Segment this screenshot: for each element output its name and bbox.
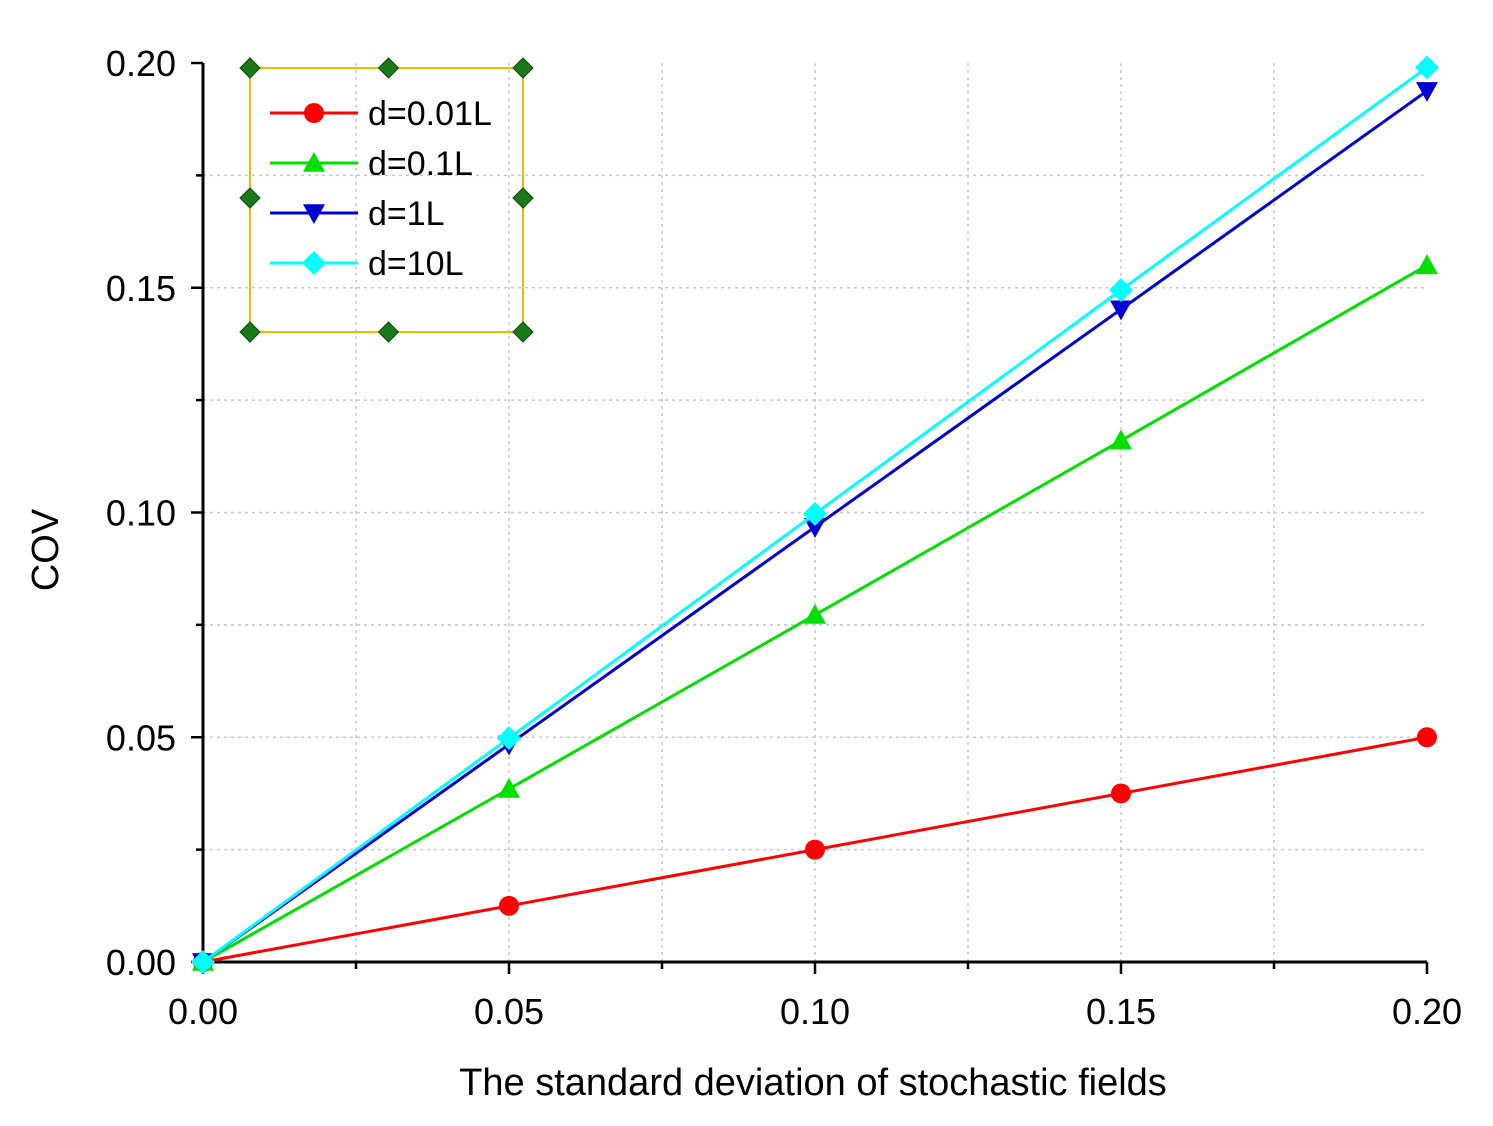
legend-marker <box>304 103 324 123</box>
legend-label: d=0.01L <box>368 95 492 133</box>
y-axis-title: COV <box>25 508 67 591</box>
data-point-d=0.1L <box>804 603 826 624</box>
legend-label: d=0.1L <box>368 145 473 183</box>
y-tick-label: 0.00 <box>106 942 176 983</box>
legend: d=0.01L d=0.1L d=1L d=10L <box>239 57 534 343</box>
y-tick-label: 0.20 <box>106 43 176 84</box>
series-d=0.1L <box>192 254 1438 971</box>
data-point-d=1L <box>1416 82 1438 102</box>
x-tick-label: 0.10 <box>780 991 850 1032</box>
legend-label: d=1L <box>368 195 445 233</box>
data-point-d=0.01L <box>805 839 825 860</box>
legend-entry-d=0.1L: d=0.1L <box>270 145 473 183</box>
legend-marker <box>302 251 326 275</box>
legend-entry-d=0.01L: d=0.01L <box>270 95 492 133</box>
y-tick-label: 0.10 <box>106 493 176 534</box>
series-group <box>191 55 1439 974</box>
y-tick-label: 0.15 <box>106 268 176 309</box>
data-point-d=10L <box>1415 55 1439 80</box>
legend-marker <box>303 204 325 224</box>
legend-handle <box>239 321 261 343</box>
x-tick-label: 0.05 <box>474 991 544 1032</box>
data-point-d=0.01L <box>499 895 519 916</box>
legend-handle <box>239 187 261 209</box>
legend-entry-d=10L: d=10L <box>270 245 464 283</box>
data-point-d=0.01L <box>1417 727 1437 748</box>
legend-handle <box>512 57 534 79</box>
legend-handle <box>377 321 400 343</box>
legend-label: d=10L <box>368 245 464 283</box>
data-point-d=10L <box>497 726 521 751</box>
series-d=10L <box>191 55 1439 974</box>
data-point-d=1L <box>804 518 826 538</box>
data-point-d=10L <box>803 501 827 526</box>
data-point-d=10L <box>191 950 215 974</box>
tick-labels: 0.00 0.05 0.10 0.15 0.20 0.00 0.05 0.10 0.15 0.20 <box>106 43 1462 1032</box>
legend-handle <box>377 57 400 79</box>
data-point-d=0.1L <box>1110 429 1132 450</box>
data-point-d=1L <box>1110 300 1132 321</box>
legend-entry-d=1L: d=1L <box>270 195 445 233</box>
legend-handle <box>512 321 534 343</box>
x-tick-label: 0.15 <box>1086 991 1156 1032</box>
legend-handle <box>239 57 261 79</box>
data-point-d=0.1L <box>498 777 520 798</box>
legend-marker <box>303 152 325 172</box>
y-tick-label: 0.05 <box>106 717 176 758</box>
x-axis-title: The standard deviation of stochastic fie… <box>459 1062 1167 1104</box>
x-tick-label: 0.20 <box>1392 991 1462 1032</box>
x-tick-label: 0.00 <box>168 991 238 1032</box>
data-point-d=0.1L <box>1416 254 1438 275</box>
legend-handle <box>512 187 534 209</box>
data-point-d=10L <box>1109 277 1133 302</box>
data-point-d=0.01L <box>1111 783 1131 804</box>
